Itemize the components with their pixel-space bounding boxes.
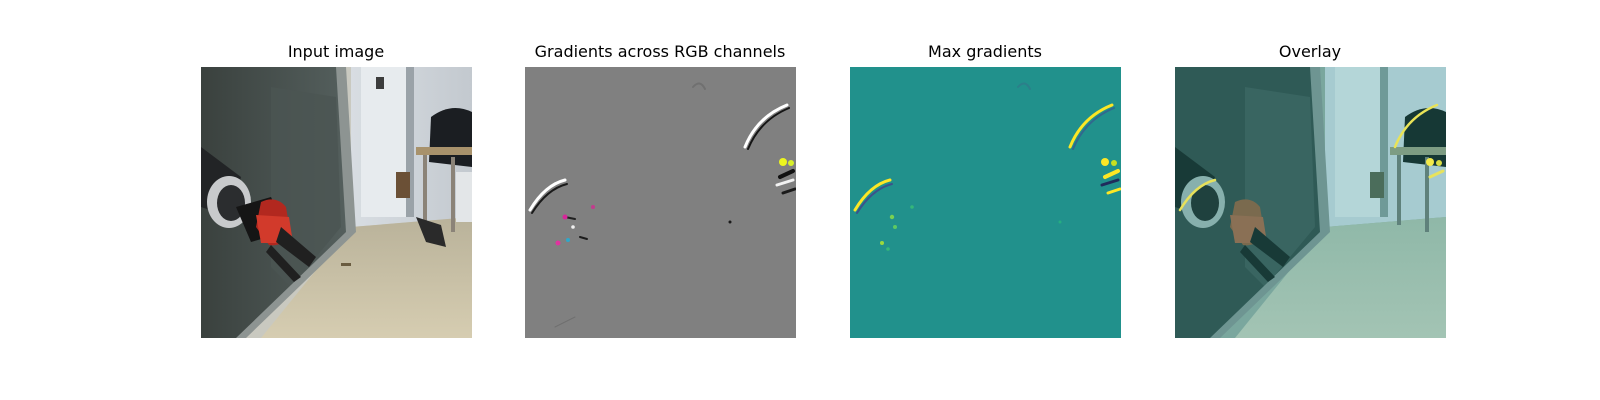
overlay-image xyxy=(1175,67,1446,338)
panel-title-input-image: Input image xyxy=(287,42,385,61)
rgb-gradients-map xyxy=(525,67,796,338)
max-gradients-panel xyxy=(850,67,1121,338)
overlay-panel xyxy=(1175,67,1446,338)
panel-title-rgb-gradients: Gradients across RGB channels xyxy=(534,42,786,61)
input-image-panel xyxy=(201,67,472,338)
panel-title-overlay: Overlay xyxy=(1278,42,1342,61)
max-gradients-map xyxy=(850,67,1121,338)
input-image-photo xyxy=(201,67,472,338)
panel-title-max-gradients: Max gradients xyxy=(928,42,1042,61)
rgb-gradients-panel xyxy=(525,67,796,338)
